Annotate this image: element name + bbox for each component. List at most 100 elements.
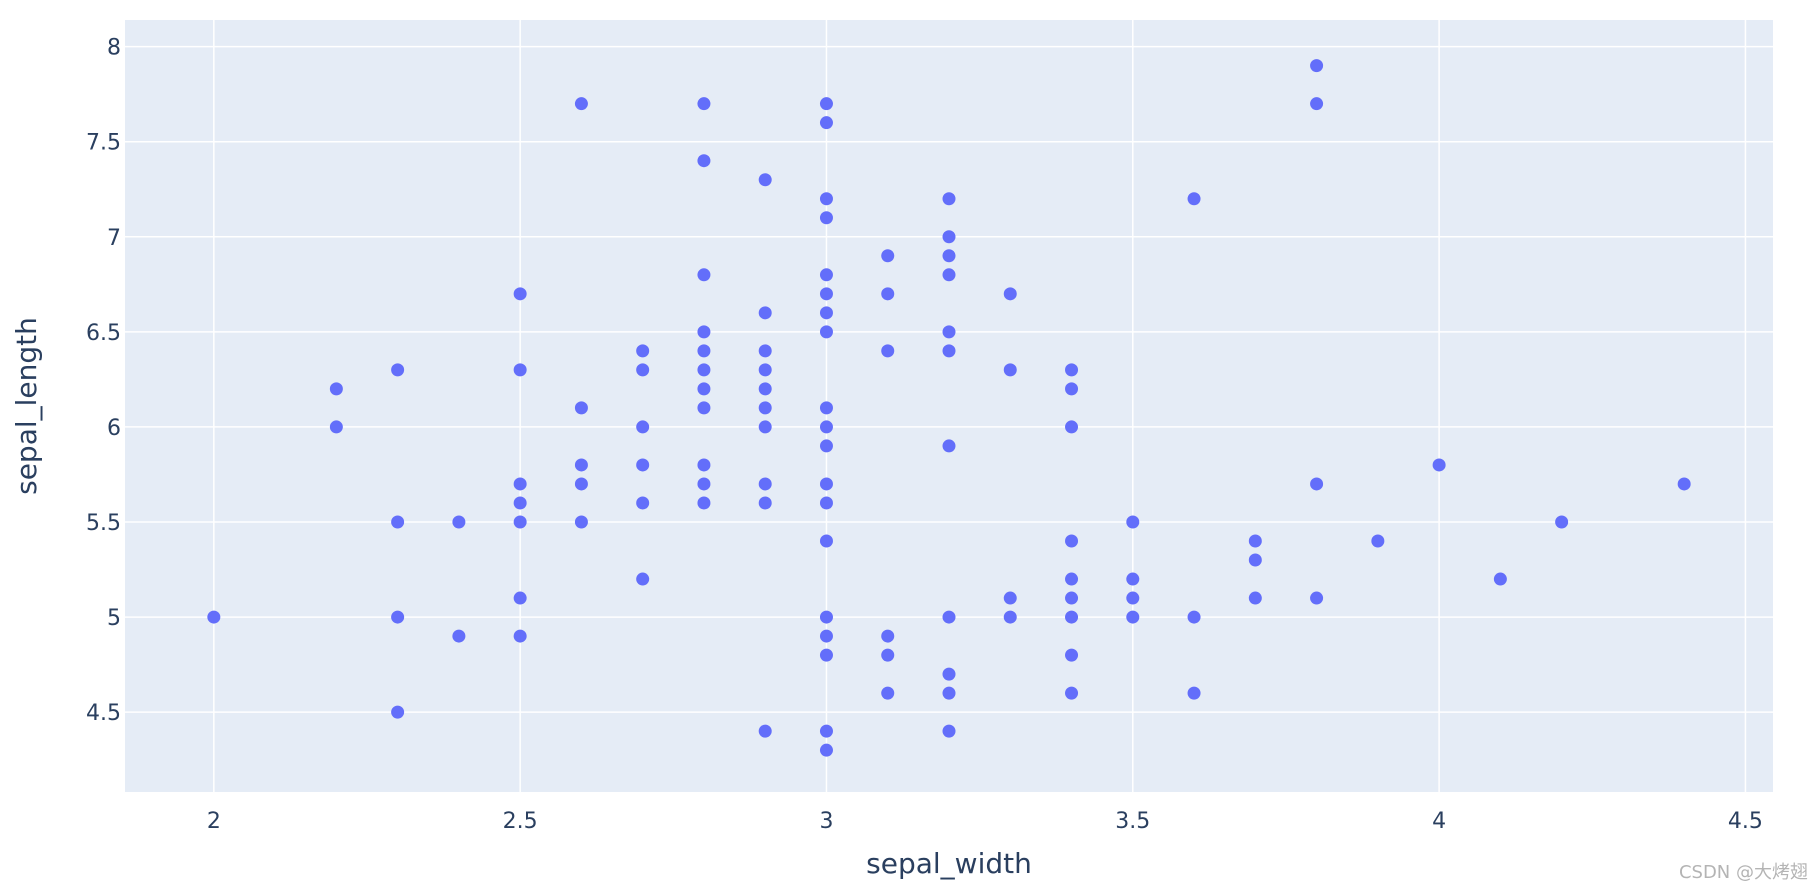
data-point (881, 344, 895, 358)
data-point (1248, 534, 1262, 548)
data-point (513, 287, 527, 301)
data-point (819, 610, 833, 624)
data-point (1371, 534, 1385, 548)
watermark: CSDN @大烤翅 (1678, 862, 1808, 883)
data-point (636, 496, 650, 510)
data-point (881, 648, 895, 662)
data-point (391, 363, 405, 377)
data-point (1310, 59, 1324, 73)
data-point (819, 477, 833, 491)
y-tick-label: 7.5 (86, 131, 121, 156)
data-point (758, 382, 772, 396)
y-tick-label: 8 (107, 36, 121, 61)
data-point (942, 325, 956, 339)
data-point (819, 192, 833, 206)
data-point (1003, 610, 1017, 624)
data-point (758, 420, 772, 434)
data-point (697, 477, 711, 491)
data-point (1493, 572, 1507, 586)
x-tick-label: 2 (207, 809, 221, 834)
x-tick-label: 3.5 (1115, 809, 1150, 834)
data-point (391, 515, 405, 529)
data-point (819, 439, 833, 453)
data-point (942, 230, 956, 244)
data-point (1003, 287, 1017, 301)
data-point (819, 648, 833, 662)
data-point (1310, 477, 1324, 491)
data-point (574, 97, 588, 111)
data-point (942, 344, 956, 358)
data-point (819, 268, 833, 282)
y-tick-label: 5.5 (86, 511, 121, 536)
data-point (1248, 591, 1262, 605)
data-point (819, 211, 833, 225)
data-point (697, 363, 711, 377)
data-point (758, 724, 772, 738)
data-point (942, 724, 956, 738)
data-point (1065, 648, 1079, 662)
data-point (881, 629, 895, 643)
data-point (942, 667, 956, 681)
data-point (574, 458, 588, 472)
data-point (942, 268, 956, 282)
data-point (1126, 610, 1140, 624)
data-point (819, 287, 833, 301)
data-point (697, 268, 711, 282)
data-point (819, 325, 833, 339)
data-point (1677, 477, 1691, 491)
data-point (881, 249, 895, 263)
data-point (452, 515, 466, 529)
data-point (1310, 97, 1324, 111)
data-point (1065, 686, 1079, 700)
data-point (697, 496, 711, 510)
data-point (1187, 610, 1201, 624)
data-point (819, 420, 833, 434)
data-point (758, 477, 772, 491)
data-point (697, 154, 711, 168)
data-point (697, 458, 711, 472)
y-tick-label: 6 (107, 416, 121, 441)
data-point (942, 192, 956, 206)
data-point (819, 116, 833, 130)
data-point (1065, 572, 1079, 586)
y-tick-label: 4.5 (86, 701, 121, 726)
plot-area (125, 20, 1773, 792)
data-point (513, 477, 527, 491)
data-point (819, 534, 833, 548)
data-point (942, 249, 956, 263)
data-point (513, 629, 527, 643)
data-point (697, 325, 711, 339)
data-point (697, 97, 711, 111)
data-point (636, 572, 650, 586)
data-point (1065, 534, 1079, 548)
data-point (329, 382, 343, 396)
data-point (574, 401, 588, 415)
data-point (697, 401, 711, 415)
data-point (758, 401, 772, 415)
data-point (819, 306, 833, 320)
data-point (819, 724, 833, 738)
data-point (1310, 591, 1324, 605)
x-tick-label: 4.5 (1728, 809, 1763, 834)
data-point (942, 686, 956, 700)
data-point (758, 306, 772, 320)
data-point (1126, 515, 1140, 529)
data-point (819, 97, 833, 111)
x-tick-label: 2.5 (503, 809, 538, 834)
data-point (1065, 610, 1079, 624)
data-point (636, 363, 650, 377)
data-point (1065, 382, 1079, 396)
data-point (942, 439, 956, 453)
data-point (697, 382, 711, 396)
data-point (758, 363, 772, 377)
data-point (636, 458, 650, 472)
y-tick-label: 5 (107, 606, 121, 631)
data-point (881, 287, 895, 301)
data-point (819, 743, 833, 757)
data-point (1187, 686, 1201, 700)
x-tick-label: 4 (1432, 809, 1446, 834)
data-point (207, 610, 221, 624)
data-point (391, 610, 405, 624)
